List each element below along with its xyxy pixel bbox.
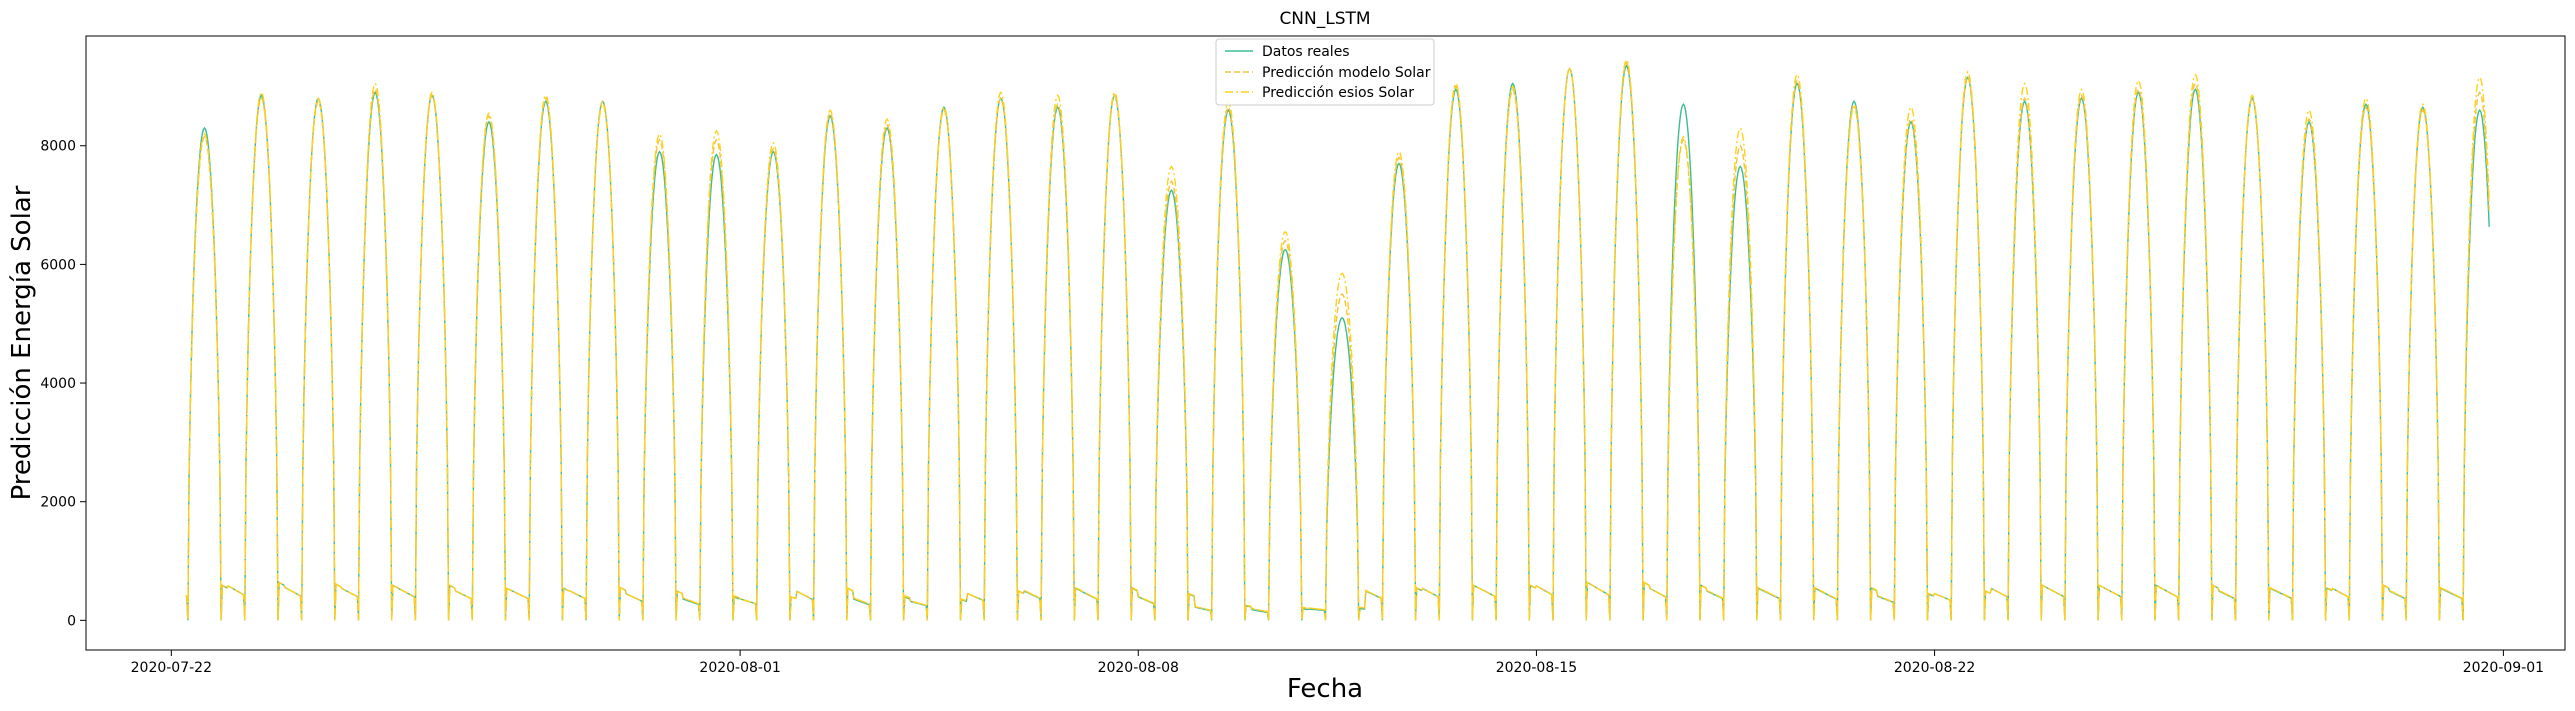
legend: Datos reales Predicción modelo Solar Pre… xyxy=(1215,38,1435,106)
x-tick-label: 2020-08-15 xyxy=(1496,660,1577,676)
plot-area xyxy=(85,35,2566,651)
legend-label-prediccion-modelo: Predicción modelo Solar xyxy=(1262,65,1431,81)
series-line-2 xyxy=(185,58,2490,621)
y-axis-ticks: 0 2000 4000 6000 8000 xyxy=(40,139,86,629)
chart-title: CNN_LSTM xyxy=(1279,9,1370,29)
x-tick-label: 2020-08-08 xyxy=(1098,660,1179,676)
x-axis-title: Fecha xyxy=(1287,674,1363,704)
y-tick-label: 4000 xyxy=(40,376,76,392)
x-tick-label: 2020-08-22 xyxy=(1894,660,1975,676)
legend-label-datos-reales: Datos reales xyxy=(1262,44,1350,60)
y-axis-title: Predicción Energía Solar xyxy=(7,185,37,500)
x-tick-label: 2020-08-01 xyxy=(699,660,780,676)
x-tick-label: 2020-09-01 xyxy=(2463,660,2544,676)
x-axis-ticks: 2020-07-22 2020-08-01 2020-08-08 2020-08-15… xyxy=(131,650,2544,676)
legend-label-prediccion-esios: Predicción esios Solar xyxy=(1262,85,1414,101)
y-tick-label: 0 xyxy=(67,613,76,629)
legend-box xyxy=(1215,38,1435,106)
y-tick-label: 8000 xyxy=(40,139,76,155)
y-tick-label: 2000 xyxy=(40,495,76,511)
y-tick-label: 6000 xyxy=(40,257,76,273)
x-tick-label: 2020-07-22 xyxy=(131,660,212,676)
series-layer xyxy=(185,58,2490,621)
